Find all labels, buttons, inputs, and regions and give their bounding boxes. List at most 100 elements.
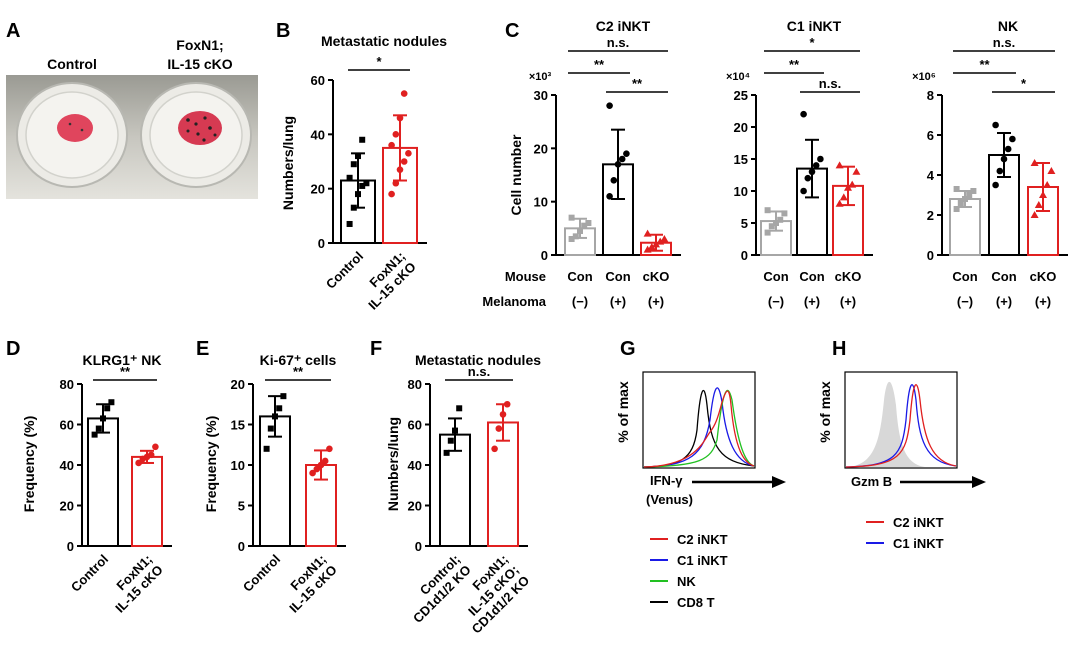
h-curve-c2inkt xyxy=(845,384,957,468)
data-point xyxy=(1004,145,1012,153)
bar-charts: Metastatic nodules0204060Numbers/lung*Co… xyxy=(21,18,1068,636)
data-point xyxy=(276,405,283,412)
category-label: Control xyxy=(323,249,366,292)
data-point xyxy=(970,188,977,194)
data-point xyxy=(405,150,412,157)
h-ylabel: % of max xyxy=(817,381,833,443)
melanoma-label: (+) xyxy=(840,294,856,309)
significance-label: n.s. xyxy=(468,364,490,379)
h-curve-c1inkt xyxy=(845,384,957,468)
data-point xyxy=(350,161,357,168)
data-point xyxy=(660,235,669,242)
data-point xyxy=(610,177,618,184)
melanoma-label: (+) xyxy=(804,294,820,309)
chart-d: KLRG1⁺ NK 0 20 40 60 80 Frequency (%) ** Control… xyxy=(21,352,172,616)
panel-label-e: E xyxy=(196,338,209,360)
condition-labels: Con (−) Con (+) cKO (+) Con (−) Con (+) cKO (+) Con (… xyxy=(567,269,1056,309)
data-point xyxy=(263,445,270,452)
significance-label: ** xyxy=(594,57,605,72)
mouse-label: Con xyxy=(763,269,788,284)
y-tick-label: 60 xyxy=(408,418,422,433)
y-tick-label: 4 xyxy=(927,168,935,183)
photo-label-ko-line2: IL-15 cKO xyxy=(167,56,232,72)
data-point xyxy=(309,469,316,477)
melanoma-label: (+) xyxy=(648,294,664,309)
condition-row-labels: Mouse Melanoma xyxy=(482,269,546,309)
data-point xyxy=(764,207,771,214)
y-tick-label: 40 xyxy=(311,127,325,142)
y-tick-label: 20 xyxy=(534,141,548,156)
data-point xyxy=(568,236,575,242)
data-point xyxy=(491,445,498,453)
chart-e: Ki-67⁺ cells 0 5 10 15 20 Frequency (%) ** Contr… xyxy=(203,352,346,616)
bar xyxy=(259,415,291,547)
legend-label: CD8 T xyxy=(677,595,715,610)
data-point xyxy=(400,90,408,97)
data-point xyxy=(147,451,155,459)
data-point xyxy=(781,210,788,217)
chart-b: Metastatic nodules 0 20 40 60 Numbers/lung * Co… xyxy=(280,33,447,313)
y-axis-label: Numbers/lung xyxy=(280,116,296,210)
melanoma-label: (−) xyxy=(957,294,973,309)
row-label-mouse: Mouse xyxy=(505,269,546,284)
data-point xyxy=(1043,181,1052,188)
lung-photo xyxy=(6,75,258,199)
h-x-arrowhead xyxy=(972,476,986,488)
panel-label-g: G xyxy=(620,338,636,360)
data-point xyxy=(606,102,613,109)
panel-label-b: B xyxy=(276,20,290,42)
data-point xyxy=(618,155,626,163)
y-tick-label: 40 xyxy=(60,458,74,473)
chart-f: Metastatic nodules 0 20 40 60 80 Numbers/lung n… xyxy=(385,352,541,636)
h-isotype-fill xyxy=(846,381,925,467)
data-point xyxy=(957,200,964,206)
data-point xyxy=(777,216,784,223)
data-point xyxy=(108,399,115,406)
data-point xyxy=(581,222,588,229)
panel-label-a: A xyxy=(6,20,20,42)
significance-label: ** xyxy=(293,364,304,379)
data-point xyxy=(839,193,848,201)
data-point xyxy=(606,193,613,200)
data-point xyxy=(152,443,159,451)
data-point xyxy=(953,186,960,192)
data-point xyxy=(996,167,1004,175)
dish-control xyxy=(16,82,128,188)
mouse-label: Con xyxy=(952,269,977,284)
data-point xyxy=(647,243,656,250)
data-point xyxy=(585,220,592,226)
photo-label-control: Control xyxy=(47,56,97,72)
y-axis-label: Cell number xyxy=(508,134,524,215)
data-point xyxy=(848,180,857,188)
y-tick-label: 10 xyxy=(734,184,748,199)
y-tick-label: 0 xyxy=(415,539,422,554)
data-point xyxy=(400,158,408,165)
mouse-label: cKO xyxy=(1030,269,1057,284)
g-xlabel-line1: IFN-γ xyxy=(650,473,683,488)
data-point xyxy=(1034,201,1043,208)
y-tick-label: 40 xyxy=(408,458,422,473)
data-point xyxy=(800,187,807,195)
category-label: Control xyxy=(240,552,283,595)
data-point xyxy=(812,162,820,169)
data-point xyxy=(817,155,824,163)
g-ylabel: % of max xyxy=(615,381,631,443)
chart-title: Ki-67⁺ cells xyxy=(260,352,337,368)
y-axis-label: Frequency (%) xyxy=(203,416,219,512)
melanoma-label: (+) xyxy=(610,294,626,309)
data-point xyxy=(95,425,102,432)
data-point xyxy=(396,114,404,122)
y-tick-label: 0 xyxy=(927,248,934,263)
data-point xyxy=(135,459,142,467)
y-tick-label: 60 xyxy=(311,73,325,88)
data-point xyxy=(643,245,652,253)
y-axis-label: Frequency (%) xyxy=(21,416,37,512)
melanoma-label: (−) xyxy=(572,294,588,309)
y-tick-label: 0 xyxy=(67,539,74,554)
h-legend: C2 iNKT C1 iNKT xyxy=(866,515,944,551)
y-tick-label: 8 xyxy=(927,88,934,103)
